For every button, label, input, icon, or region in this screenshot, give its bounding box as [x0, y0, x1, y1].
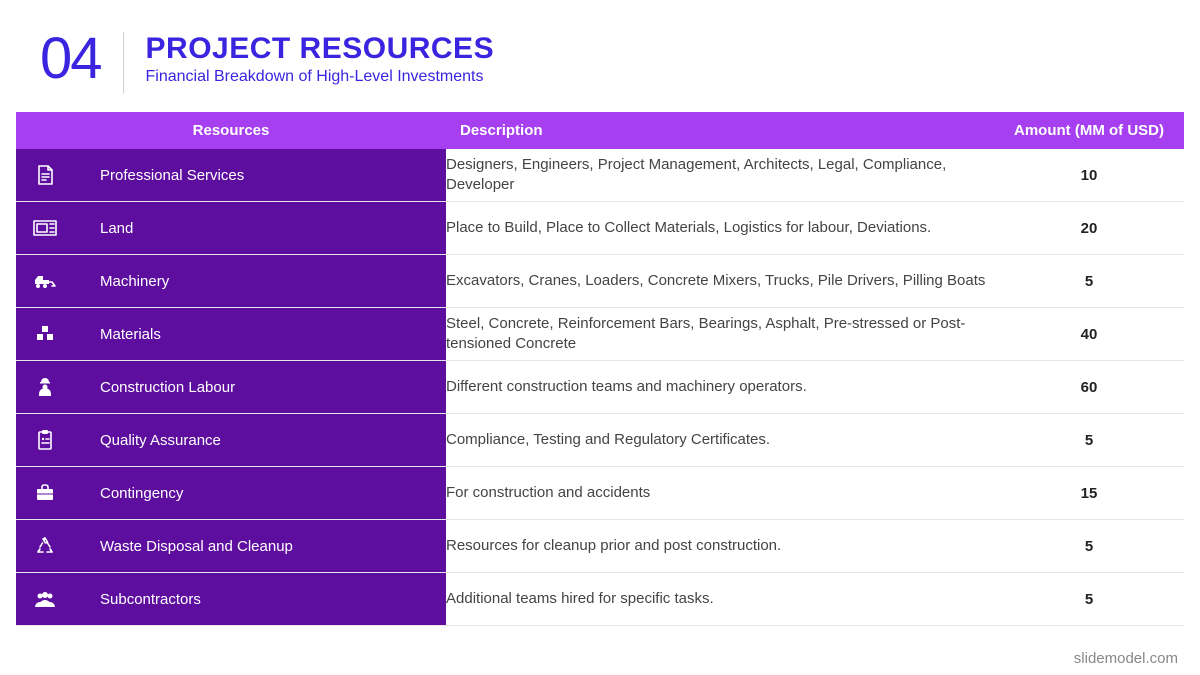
worker-icon	[28, 375, 62, 399]
resource-description: Place to Build, Place to Collect Materia…	[446, 202, 994, 255]
footer-attribution: slidemodel.com	[1074, 650, 1178, 667]
resource-amount: 60	[994, 361, 1184, 414]
resource-amount: 40	[994, 308, 1184, 361]
resource-name: Contingency	[62, 485, 183, 502]
table-row: Waste Disposal and Cleanup Resources for …	[16, 520, 1184, 573]
bulldozer-icon	[28, 269, 62, 293]
slide-subtitle: Financial Breakdown of High-Level Invest…	[146, 68, 495, 86]
table-row: Quality Assurance Compliance, Testing and…	[16, 414, 1184, 467]
table-row: Construction Labour Different constructio…	[16, 361, 1184, 414]
resource-amount: 5	[994, 255, 1184, 308]
resource-name: Materials	[62, 326, 161, 343]
resources-table: Resources Description Amount (MM of USD)…	[16, 112, 1184, 626]
resource-description: Excavators, Cranes, Loaders, Concrete Mi…	[446, 255, 994, 308]
resource-description: Additional teams hired for specific task…	[446, 573, 994, 626]
col-header-description: Description	[446, 112, 994, 149]
resource-description: Steel, Concrete, Reinforcement Bars, Bea…	[446, 308, 994, 361]
resource-name: Construction Labour	[62, 379, 235, 396]
boxes-icon	[28, 322, 62, 346]
resource-description: Resources for cleanup prior and post con…	[446, 520, 994, 573]
resource-name: Professional Services	[62, 167, 244, 184]
resource-name: Waste Disposal and Cleanup	[62, 538, 293, 555]
resource-description: Different construction teams and machine…	[446, 361, 994, 414]
resource-amount: 15	[994, 467, 1184, 520]
resource-description: For construction and accidents	[446, 467, 994, 520]
resource-amount: 5	[994, 414, 1184, 467]
resource-name: Quality Assurance	[62, 432, 221, 449]
table-row: Materials Steel, Concrete, Reinforcement …	[16, 308, 1184, 361]
slide: { "header": { "number": "04", "title": "…	[0, 0, 1200, 675]
resource-name: Land	[62, 220, 133, 237]
resource-amount: 20	[994, 202, 1184, 255]
resource-name: Machinery	[62, 273, 169, 290]
title-block: PROJECT RESOURCES Financial Breakdown of…	[146, 30, 495, 86]
people-icon	[28, 587, 62, 611]
resource-name: Subcontractors	[62, 591, 201, 608]
clipboard-icon	[28, 428, 62, 452]
resource-amount: 5	[994, 520, 1184, 573]
table-row: Subcontractors Additional teams hired for…	[16, 573, 1184, 626]
table-row: Machinery Excavators, Cranes, Loaders, Co…	[16, 255, 1184, 308]
table-header-row: Resources Description Amount (MM of USD)	[16, 112, 1184, 149]
recycle-icon	[28, 534, 62, 558]
resource-description: Designers, Engineers, Project Management…	[446, 149, 994, 202]
col-header-resources: Resources	[16, 112, 446, 149]
resource-amount: 5	[994, 573, 1184, 626]
slide-header: 04 PROJECT RESOURCES Financial Breakdown…	[0, 0, 1200, 112]
document-icon	[28, 163, 62, 187]
table-row: Professional Services Designers, Engineer…	[16, 149, 1184, 202]
col-header-amount: Amount (MM of USD)	[994, 112, 1184, 149]
blueprint-icon	[28, 216, 62, 240]
header-divider	[123, 32, 124, 94]
slide-title: PROJECT RESOURCES	[146, 32, 495, 66]
table-row: Land Place to Build, Place to Collect Mat…	[16, 202, 1184, 255]
resource-description: Compliance, Testing and Regulatory Certi…	[446, 414, 994, 467]
table-row: Contingency For construction and accident…	[16, 467, 1184, 520]
resource-amount: 10	[994, 149, 1184, 202]
briefcase-icon	[28, 481, 62, 505]
slide-number: 04	[40, 30, 101, 88]
